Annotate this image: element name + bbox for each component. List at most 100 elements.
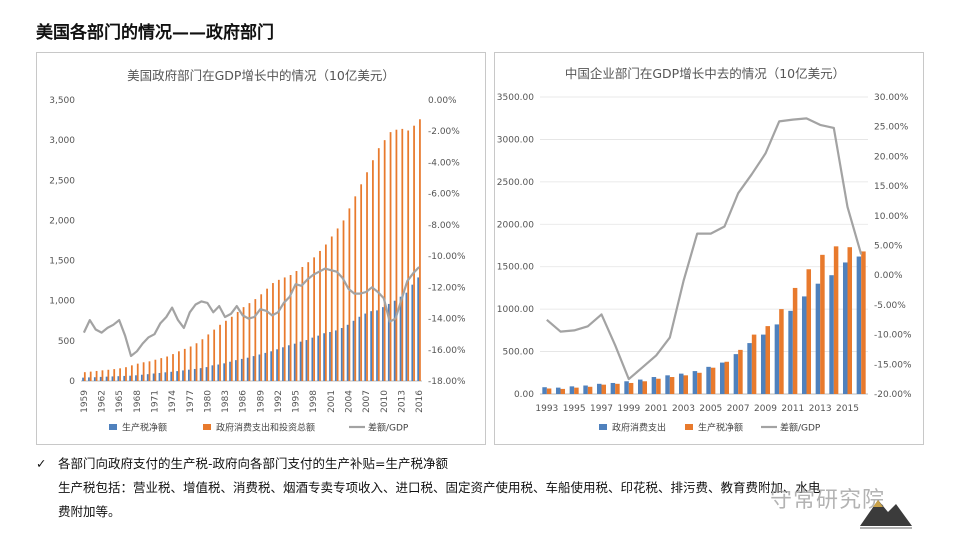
bar-series1: [370, 311, 373, 381]
y-right-tick-label: -12.00%: [428, 283, 466, 293]
bar-series2: [389, 132, 392, 381]
bar-series2: [183, 348, 186, 381]
bar-series2: [710, 367, 716, 394]
bar-series1: [140, 374, 143, 381]
legend-swatch: [203, 424, 211, 430]
x-tick-label: 2004: [345, 390, 355, 413]
bar-series1: [152, 373, 155, 381]
bar-series2: [254, 299, 257, 381]
x-tick-label: 1983: [221, 390, 231, 413]
bar-series2: [336, 228, 339, 381]
bar-series2: [413, 125, 415, 381]
bar-series1: [358, 316, 361, 381]
x-tick-label: 1999: [617, 404, 640, 414]
bar-series1: [747, 343, 752, 394]
y-right-tick-label: -14.00%: [428, 315, 466, 325]
bar-series1: [246, 357, 249, 381]
bar-series2: [546, 388, 552, 394]
bar-series2: [366, 172, 368, 381]
bar-series2: [738, 349, 743, 394]
bar-series2: [313, 257, 315, 381]
bar-series2: [360, 184, 363, 381]
bar-series1: [610, 382, 616, 394]
bar-series2: [697, 372, 702, 394]
bar-series2: [248, 303, 251, 381]
legend-label: 差额/GDP: [780, 422, 821, 434]
china-chart-panel: 中国企业部门在GDP增长中去的情况（10亿美元） 0.00 500.00 1000.0…: [494, 52, 924, 445]
bar-series1: [340, 328, 343, 381]
y-right-tick-label: 15.00%: [874, 182, 909, 192]
x-tick-label: 1995: [563, 404, 586, 414]
bar-series1: [334, 330, 337, 381]
y-left-tick-label: 500.00: [503, 348, 535, 358]
bar-series1: [93, 377, 96, 381]
y-right-tick-label: 30.00%: [874, 93, 909, 103]
bar-series1: [123, 375, 126, 381]
x-tick-label: 1998: [309, 390, 319, 413]
bar-series2: [820, 254, 825, 394]
y-left-tick-label: 3000.00: [497, 135, 534, 145]
x-tick-label: 2013: [809, 404, 832, 414]
bar-series1: [801, 296, 807, 394]
bar-series2: [383, 140, 386, 381]
x-tick-label: 1974: [168, 390, 178, 413]
y-right-tick-label: 10.00%: [874, 212, 909, 222]
bar-series1: [99, 376, 102, 381]
bar-series1: [146, 374, 149, 381]
bar-series2: [277, 279, 280, 381]
y-right-tick-label: -5.00%: [874, 301, 906, 311]
bar-series2: [833, 246, 839, 394]
bar-series2: [160, 358, 163, 381]
watermark-text: 守常研究院: [770, 488, 886, 513]
bar-series2: [348, 208, 351, 381]
bar-series1: [719, 362, 725, 394]
bar-series1: [264, 352, 267, 381]
note-line-2: 生产税包括：营业税、增值税、消费税、烟酒专卖专项收入、进口税、固定资产使用税、车…: [58, 480, 821, 495]
bar-series2: [119, 368, 121, 381]
x-tick-label: 2001: [327, 390, 337, 413]
bar-series1: [665, 375, 670, 394]
x-tick-label: 1992: [274, 390, 284, 413]
bar-series1: [158, 372, 161, 381]
bar-series2: [130, 365, 133, 381]
bar-series1: [229, 361, 231, 381]
bar-series2: [319, 250, 321, 381]
y-right-tick-label: 0.00%: [428, 96, 457, 106]
bar-series1: [569, 386, 575, 394]
bar-series1: [282, 347, 284, 381]
y-left-tick-label: 3,000: [49, 136, 75, 146]
y-left-tick-label: 1000.00: [497, 305, 534, 315]
bar-series2: [330, 236, 333, 381]
bar-series1: [117, 376, 120, 381]
legend-swatch: [685, 424, 693, 430]
y-left-tick-label: 500: [58, 337, 75, 347]
bar-series1: [240, 358, 243, 381]
bar-series2: [142, 362, 145, 381]
bar-series2: [419, 119, 421, 382]
bar-series2: [342, 220, 345, 381]
y-left-tick-label: 2500.00: [497, 178, 534, 188]
bar-series1: [387, 303, 390, 381]
y-right-tick-label: 25.00%: [874, 123, 909, 133]
bar-series1: [352, 320, 355, 381]
bar-series1: [376, 310, 378, 381]
bar-series1: [760, 334, 766, 394]
page-title: 美国各部门的情况——政府部门: [36, 23, 274, 43]
x-tick-label: 2016: [415, 390, 425, 413]
bar-series1: [323, 333, 325, 381]
bar-series2: [113, 369, 116, 381]
y-right-tick-label: -4.00%: [428, 158, 460, 168]
x-tick-label: 2011: [781, 404, 804, 414]
bar-series2: [587, 386, 593, 394]
bar-series1: [293, 343, 296, 381]
x-tick-label: 1989: [256, 390, 266, 413]
x-tick-label: 1971: [150, 390, 160, 413]
bar-series1: [182, 370, 184, 381]
x-tick-label: 2010: [380, 390, 390, 413]
x-tick-label: 2007: [362, 390, 372, 413]
bar-series2: [225, 320, 227, 381]
bar-series1: [111, 376, 114, 381]
bar-series1: [774, 324, 780, 394]
bar-series1: [188, 369, 190, 381]
y-left-tick-label: 1500.00: [497, 263, 534, 273]
